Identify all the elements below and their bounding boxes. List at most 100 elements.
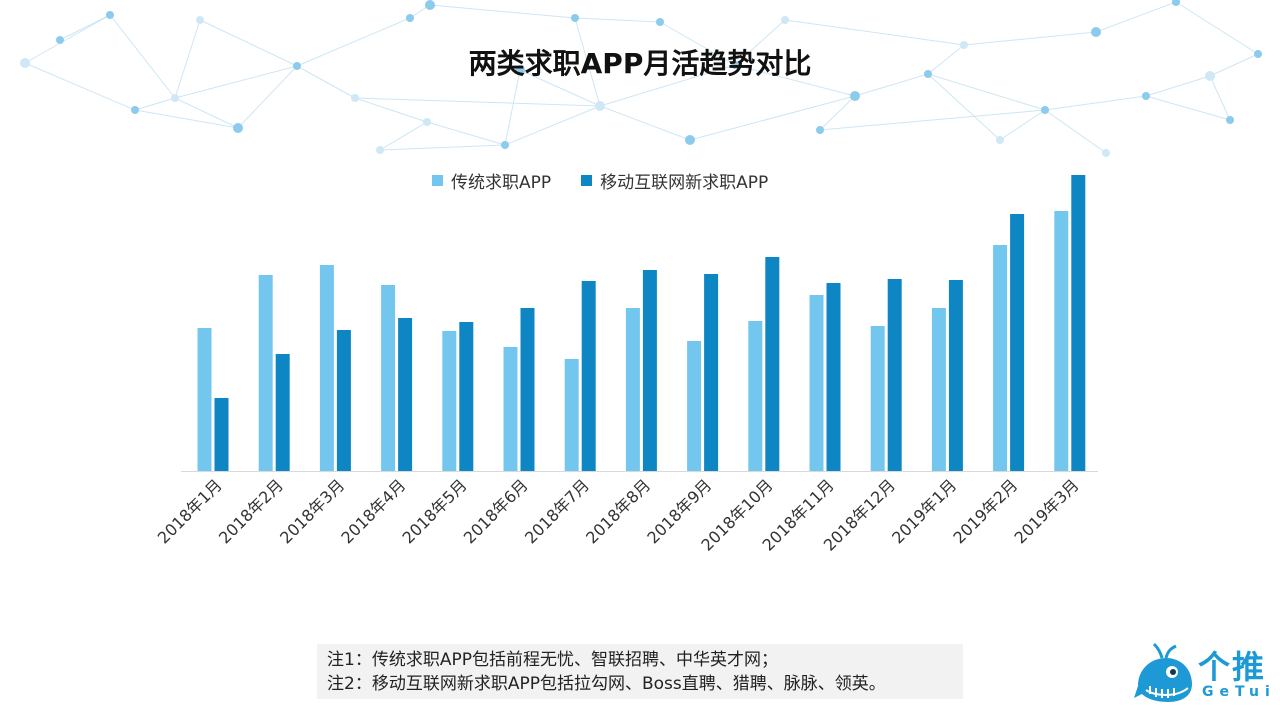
bar-traditional <box>503 347 518 471</box>
bar-traditional <box>442 331 457 471</box>
bar-traditional <box>748 321 763 471</box>
network-background <box>20 0 1262 157</box>
bar-mobile <box>887 279 902 471</box>
network-line <box>854 73 929 97</box>
network-line <box>734 64 856 97</box>
network-node <box>376 146 384 154</box>
network-line <box>59 14 111 41</box>
network-line <box>819 95 856 131</box>
bar-mobile <box>1071 175 1086 471</box>
bar-traditional <box>564 359 579 471</box>
network-node <box>1041 106 1049 114</box>
bar-traditional <box>687 341 702 471</box>
network-line <box>599 105 691 141</box>
legend-item-traditional: 传统求职APP <box>432 168 551 193</box>
network-node <box>131 106 139 114</box>
network-line <box>24 14 111 64</box>
bar-traditional <box>258 275 273 471</box>
network-node <box>20 58 30 68</box>
network-node <box>233 123 243 133</box>
network-node <box>850 91 860 101</box>
bar-mobile <box>520 308 535 471</box>
bar-chart: 2018年1月2018年2月2018年3月2018年4月2018年5月2018年… <box>154 175 1098 555</box>
network-line <box>819 109 1046 131</box>
network-line <box>174 97 239 129</box>
bar-mobile <box>336 330 351 471</box>
network-node <box>1205 71 1215 81</box>
network-node <box>1142 92 1150 100</box>
x-tick-label: 2019年3月 <box>1011 475 1083 547</box>
logo-text-cn: 个推 <box>1198 648 1267 686</box>
network-node <box>571 14 579 22</box>
network-line <box>134 109 239 129</box>
bar-traditional <box>931 308 946 471</box>
bar-mobile <box>214 398 229 471</box>
network-node <box>501 141 509 149</box>
network-line <box>1095 1 1177 33</box>
bar-mobile <box>398 318 413 471</box>
x-tick-label: 2018年1月 <box>154 475 226 547</box>
network-line <box>927 73 1046 111</box>
network-node <box>960 41 968 49</box>
network-line <box>784 19 965 46</box>
network-node <box>1254 50 1262 58</box>
bar-traditional <box>319 265 334 471</box>
x-tick-label: 2018年3月 <box>276 475 348 547</box>
network-line <box>574 17 601 107</box>
legend-label-traditional: 传统求职APP <box>451 173 552 193</box>
network-node <box>1102 149 1110 157</box>
x-tick-label: 2018年2月 <box>215 475 287 547</box>
network-line <box>296 17 411 67</box>
network-line <box>174 19 201 99</box>
logo-text-en: GeTui <box>1202 684 1276 700</box>
x-tick-label: 2018年6月 <box>460 475 532 547</box>
network-line <box>927 73 1001 141</box>
network-line <box>379 121 428 151</box>
network-line <box>599 64 736 107</box>
network-line <box>429 4 576 19</box>
network-line <box>963 31 1097 46</box>
network-line <box>689 95 856 141</box>
bar-traditional <box>625 308 640 471</box>
network-line <box>519 69 601 107</box>
legend-label-mobile: 移动互联网新求职APP <box>600 173 769 193</box>
network-line <box>1145 95 1231 121</box>
bar-mobile <box>765 257 780 471</box>
network-node <box>996 136 1004 144</box>
chart-title: 两类求职APP月活趋势对比 <box>468 47 812 80</box>
getui-logo: 个推 GeTui <box>1132 640 1272 706</box>
legend-swatch-traditional <box>432 175 443 186</box>
bar-mobile <box>275 354 290 471</box>
network-line <box>1209 53 1259 77</box>
network-line <box>1209 75 1231 121</box>
legend-swatch-mobile <box>581 175 593 186</box>
network-node <box>106 11 114 19</box>
bar-mobile <box>642 270 657 471</box>
x-tick-label: 2018年7月 <box>521 475 593 547</box>
network-line <box>999 109 1046 141</box>
network-line <box>504 69 521 146</box>
x-tick-label: 2018年4月 <box>337 475 409 547</box>
network-node <box>196 16 204 24</box>
network-node <box>406 14 414 22</box>
note-1: 注1：传统求职APP包括前程无忧、智联招聘、中华英才网； <box>327 650 778 670</box>
network-node <box>423 118 431 126</box>
bar-mobile <box>704 274 719 471</box>
network-line <box>109 14 176 99</box>
network-line <box>426 121 506 146</box>
network-node <box>731 61 739 69</box>
network-node <box>425 0 435 10</box>
bar-mobile <box>459 322 474 471</box>
network-line <box>1145 75 1211 97</box>
bar-traditional <box>1054 211 1069 471</box>
network-line <box>174 65 298 99</box>
network-node <box>924 70 932 78</box>
network-node <box>351 94 359 102</box>
network-node <box>515 65 525 75</box>
network-node <box>56 36 64 44</box>
network-node <box>595 101 605 111</box>
x-tick-label: 2019年2月 <box>949 475 1021 547</box>
network-node <box>781 16 789 24</box>
network-line <box>1175 1 1259 55</box>
bar-traditional <box>870 326 885 471</box>
